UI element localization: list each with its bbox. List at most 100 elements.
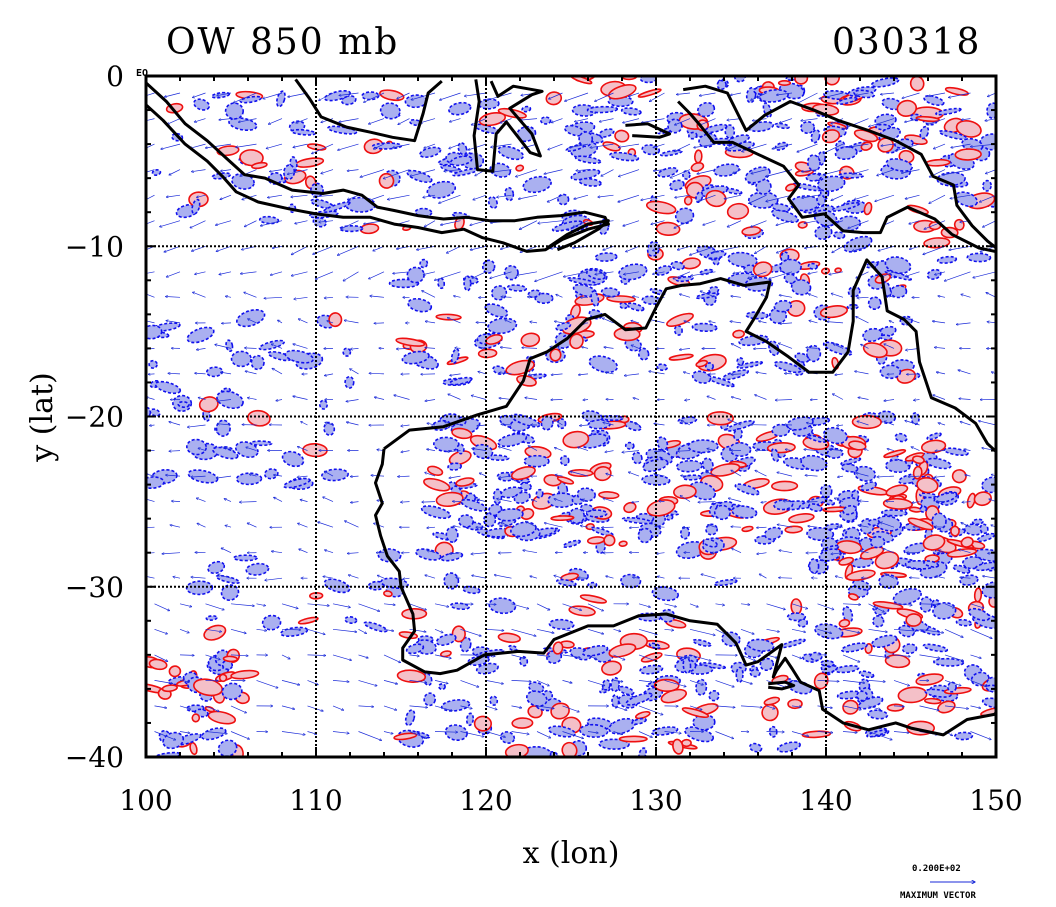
wind-vector bbox=[601, 169, 614, 177]
wind-vector bbox=[476, 322, 487, 323]
wind-vector bbox=[855, 371, 869, 375]
negative-ow-contour bbox=[669, 179, 685, 191]
negative-ow-contour bbox=[228, 117, 258, 132]
wind-vector bbox=[544, 523, 563, 528]
negative-ow-contour bbox=[559, 455, 570, 466]
wind-vector bbox=[562, 680, 573, 683]
wind-vector bbox=[191, 577, 206, 578]
negative-ow-contour bbox=[626, 302, 645, 312]
x-tick-label: 140 bbox=[799, 784, 852, 817]
wind-vector bbox=[960, 422, 971, 426]
negative-ow-contour bbox=[982, 179, 992, 192]
wind-vector bbox=[511, 680, 532, 681]
negative-ow-contour bbox=[489, 695, 499, 706]
positive-ow-contour bbox=[784, 525, 803, 534]
wind-vector bbox=[471, 395, 487, 400]
wind-vector bbox=[551, 374, 563, 375]
wind-vector bbox=[187, 424, 206, 427]
negative-ow-contour bbox=[217, 739, 238, 757]
negative-ow-contour bbox=[724, 124, 736, 139]
negative-ow-contour bbox=[551, 220, 583, 232]
negative-ow-contour bbox=[833, 231, 846, 240]
positive-ow-contour bbox=[510, 466, 536, 481]
wind-vector bbox=[230, 603, 254, 606]
wind-vector bbox=[409, 655, 420, 656]
negative-ow-contour bbox=[148, 359, 158, 369]
y-axis-label: y (lat) bbox=[25, 372, 60, 462]
negative-ow-contour bbox=[488, 597, 517, 615]
negative-ow-contour bbox=[458, 514, 474, 528]
negative-ow-contour bbox=[862, 327, 883, 343]
positive-ow-contour bbox=[920, 439, 947, 454]
wind-vector bbox=[536, 603, 550, 610]
wind-vector bbox=[511, 705, 522, 708]
wind-vector bbox=[154, 705, 167, 708]
negative-ow-contour bbox=[450, 602, 470, 611]
negative-ow-contour bbox=[800, 120, 816, 135]
negative-ow-contour bbox=[749, 668, 761, 678]
wind-vector bbox=[409, 628, 427, 632]
negative-ow-contour bbox=[528, 681, 545, 694]
wind-vector bbox=[337, 245, 359, 255]
negative-ow-contour bbox=[624, 420, 642, 432]
negative-ow-contour bbox=[280, 626, 309, 637]
negative-ow-contour bbox=[816, 194, 827, 207]
negative-ow-contour bbox=[816, 175, 846, 193]
negative-ow-contour bbox=[716, 79, 727, 91]
wind-vector bbox=[959, 399, 971, 400]
negative-ow-contour bbox=[867, 709, 889, 720]
negative-ow-contour bbox=[521, 105, 532, 113]
negative-ow-contour bbox=[598, 738, 630, 750]
positive-ow-contour bbox=[883, 449, 907, 459]
wind-vector bbox=[613, 628, 621, 631]
negative-ow-contour bbox=[770, 202, 791, 212]
positive-ow-contour bbox=[732, 329, 745, 339]
wind-vector bbox=[267, 194, 283, 197]
wind-vector bbox=[780, 323, 793, 324]
negative-ow-contour bbox=[708, 285, 720, 295]
negative-ow-contour bbox=[504, 186, 515, 202]
negative-ow-contour bbox=[947, 681, 957, 693]
wind-vector bbox=[245, 371, 257, 375]
wind-vector bbox=[530, 576, 538, 579]
positive-ow-contour bbox=[950, 525, 960, 537]
negative-ow-contour bbox=[323, 90, 351, 102]
wind-vector bbox=[549, 92, 563, 99]
negative-ow-contour bbox=[805, 344, 822, 363]
wind-vector bbox=[880, 92, 895, 94]
negative-ow-contour bbox=[426, 180, 457, 199]
positive-ow-contour bbox=[946, 548, 978, 558]
wind-vector bbox=[230, 705, 247, 713]
positive-ow-contour bbox=[923, 237, 951, 249]
wind-vector bbox=[884, 399, 895, 401]
wind-vector bbox=[699, 92, 716, 96]
wind-vector bbox=[383, 654, 401, 663]
wind-vector bbox=[216, 475, 232, 478]
negative-ow-contour bbox=[733, 428, 743, 441]
positive-ow-contour bbox=[813, 672, 829, 690]
wind-vector bbox=[517, 271, 538, 276]
negative-ow-contour bbox=[836, 96, 858, 105]
wind-vector bbox=[835, 576, 844, 579]
wind-vector bbox=[345, 521, 359, 528]
wind-vector bbox=[270, 271, 283, 275]
positive-ow-contour bbox=[763, 696, 781, 706]
wind-vector bbox=[220, 169, 232, 172]
wind-vector bbox=[368, 118, 385, 125]
negative-ow-contour bbox=[185, 580, 214, 596]
x-tick-label: 110 bbox=[289, 784, 342, 817]
wind-vector bbox=[449, 118, 461, 122]
negative-ow-contour bbox=[207, 560, 226, 575]
wind-vector bbox=[629, 527, 640, 528]
wind-vector bbox=[808, 271, 818, 274]
negative-ow-contour bbox=[922, 643, 949, 653]
wind-vector bbox=[731, 397, 742, 400]
wind-vector bbox=[168, 373, 181, 374]
negative-ow-contour bbox=[691, 370, 712, 384]
positive-ow-contour bbox=[752, 261, 773, 278]
wind-vector bbox=[656, 553, 665, 554]
wind-vector bbox=[291, 245, 308, 254]
wind-vector bbox=[236, 143, 257, 147]
positive-ow-contour bbox=[603, 534, 616, 547]
negative-ow-contour bbox=[759, 657, 775, 672]
